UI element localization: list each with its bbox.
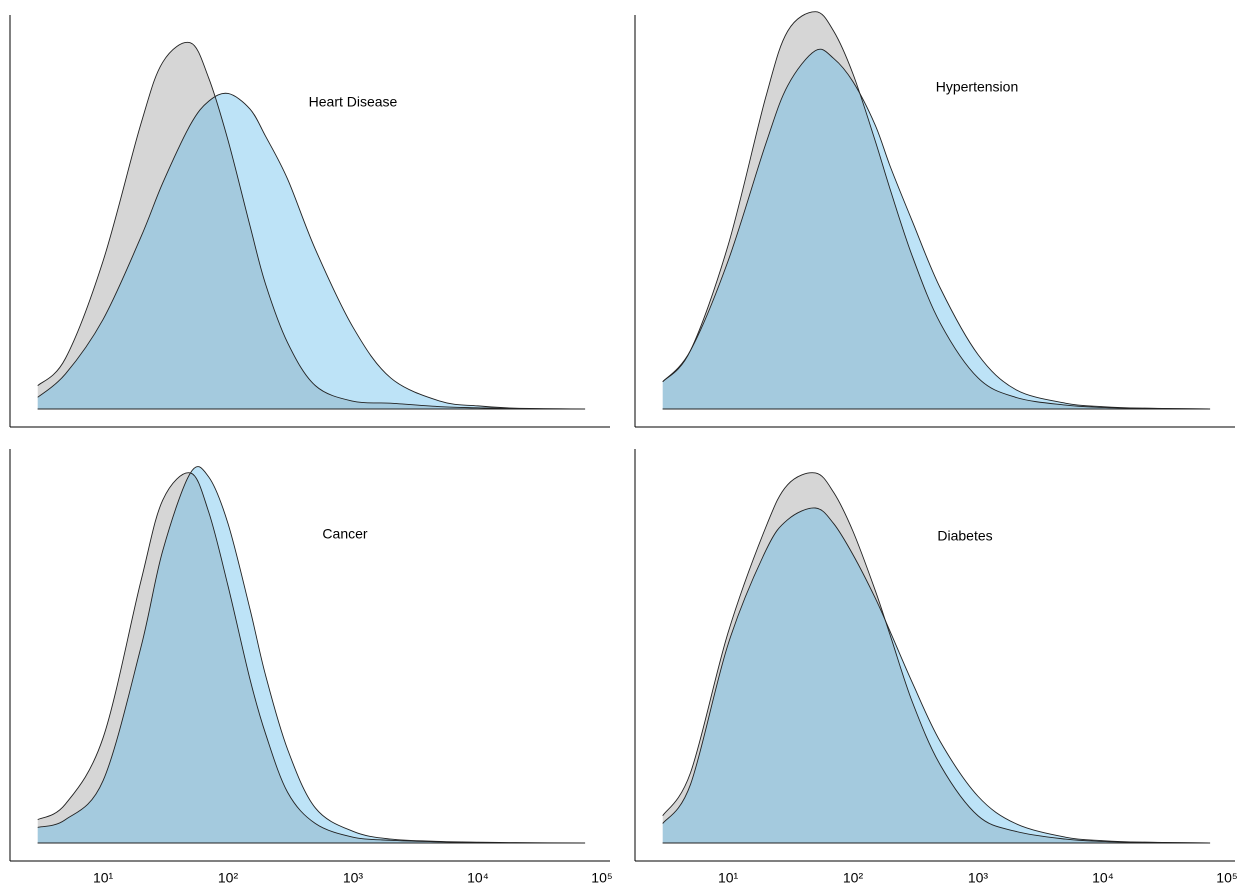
density-area: [662, 49, 1211, 409]
panel: Cancer 10¹ 10² 10³ 10⁴ 10⁵: [9, 449, 613, 886]
panel: Hypertension: [634, 11, 1235, 428]
chart-title: Diabetes: [937, 528, 992, 544]
density-outline: [662, 472, 1211, 844]
density-area: [37, 466, 586, 843]
chart-title: Hypertension: [936, 79, 1019, 95]
x-tick-label: 10⁵: [591, 870, 612, 886]
panel: Diabetes 10¹ 10² 10³ 10⁴ 10⁵: [634, 449, 1238, 886]
chart-title: Heart Disease: [309, 94, 398, 110]
x-tick-label: 10⁴: [467, 870, 489, 886]
x-tick-label: 10²: [218, 870, 239, 886]
x-tick-label: 10³: [343, 870, 364, 886]
density-area: [37, 472, 586, 844]
density-outline: [662, 507, 1211, 844]
x-tick-label: 10¹: [93, 870, 114, 886]
density-outline: [37, 466, 586, 844]
density-area: [37, 42, 586, 409]
density-outline: [37, 41, 586, 410]
panel: Heart Disease: [9, 15, 610, 428]
density-area: [662, 507, 1211, 843]
density-area: [662, 472, 1211, 843]
density-outline: [662, 48, 1211, 410]
x-tick-label: 10⁴: [1092, 870, 1114, 886]
x-tick-label: 10¹: [718, 870, 739, 886]
x-tick-label: 10³: [968, 870, 989, 886]
x-tick-label: 10²: [843, 870, 864, 886]
x-tick-label: 10⁵: [1216, 870, 1237, 886]
density-outline: [662, 11, 1211, 410]
density-area: [662, 11, 1211, 409]
density-outline: [37, 92, 586, 410]
density-area: [37, 93, 586, 409]
chart-title: Cancer: [322, 526, 367, 542]
